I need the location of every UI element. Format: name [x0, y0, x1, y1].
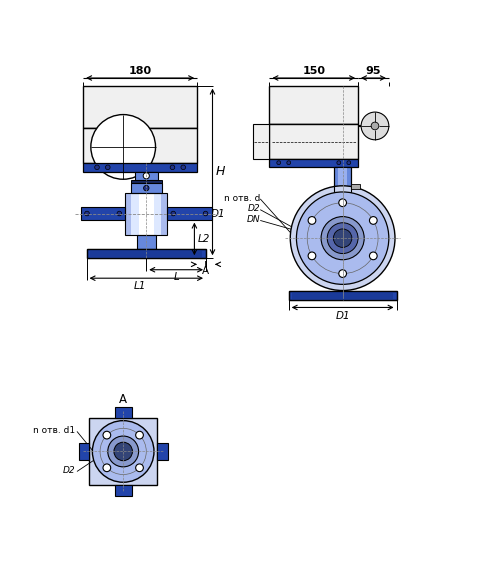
Circle shape: [308, 252, 316, 260]
Circle shape: [369, 252, 377, 260]
Bar: [157, 443, 168, 460]
Circle shape: [297, 192, 389, 284]
Circle shape: [136, 431, 143, 439]
Circle shape: [308, 217, 316, 224]
Bar: [86, 249, 206, 258]
Circle shape: [347, 161, 351, 164]
Text: D2: D2: [248, 205, 260, 213]
Text: n отв. d: n отв. d: [224, 194, 260, 203]
Circle shape: [95, 165, 99, 170]
Circle shape: [333, 229, 352, 248]
Circle shape: [369, 217, 377, 224]
Bar: [115, 485, 132, 496]
Circle shape: [114, 442, 132, 461]
Circle shape: [103, 431, 111, 439]
Bar: [135, 172, 158, 180]
Circle shape: [277, 161, 281, 164]
Circle shape: [290, 186, 395, 291]
Circle shape: [203, 211, 208, 216]
Bar: [167, 207, 212, 219]
Bar: [351, 185, 360, 189]
Bar: [270, 159, 358, 167]
Circle shape: [361, 112, 389, 140]
Bar: [125, 193, 168, 235]
Circle shape: [371, 122, 379, 129]
Text: 180: 180: [128, 66, 152, 76]
Bar: [89, 418, 157, 485]
Bar: [115, 407, 132, 418]
Bar: [131, 183, 162, 193]
Circle shape: [171, 211, 175, 216]
Text: 150: 150: [302, 66, 325, 76]
Text: L1: L1: [134, 281, 146, 291]
Text: DN: DN: [247, 215, 260, 224]
Bar: [334, 167, 351, 194]
Text: D1: D1: [211, 209, 225, 218]
Circle shape: [143, 186, 149, 191]
Circle shape: [108, 436, 139, 467]
Circle shape: [85, 211, 89, 216]
Circle shape: [91, 115, 156, 179]
Bar: [83, 86, 197, 128]
Text: 95: 95: [366, 66, 381, 76]
Circle shape: [143, 172, 149, 179]
Bar: [253, 124, 270, 159]
Text: A: A: [202, 265, 210, 276]
Circle shape: [105, 165, 110, 170]
Bar: [90, 250, 202, 257]
Bar: [83, 128, 197, 163]
Bar: [79, 443, 89, 460]
Circle shape: [103, 464, 111, 472]
Text: L2: L2: [198, 234, 210, 244]
Text: n отв. d1: n отв. d1: [33, 426, 75, 435]
Bar: [86, 249, 206, 258]
Circle shape: [92, 421, 154, 482]
Circle shape: [327, 223, 358, 254]
Bar: [125, 193, 168, 235]
Circle shape: [136, 464, 143, 472]
Circle shape: [181, 165, 185, 170]
Circle shape: [339, 270, 346, 277]
Bar: [338, 167, 347, 194]
Text: D1: D1: [335, 311, 350, 320]
Bar: [81, 207, 126, 219]
Bar: [83, 163, 197, 172]
Bar: [270, 124, 358, 159]
Bar: [139, 193, 154, 235]
Circle shape: [117, 211, 122, 216]
Text: D2: D2: [63, 466, 75, 475]
Circle shape: [339, 199, 346, 207]
Text: H: H: [215, 166, 225, 178]
Bar: [131, 180, 162, 183]
Bar: [292, 291, 394, 299]
Bar: [334, 167, 351, 194]
Circle shape: [337, 161, 341, 164]
Circle shape: [321, 217, 364, 260]
Bar: [270, 86, 358, 124]
Bar: [289, 291, 397, 300]
Circle shape: [170, 165, 175, 170]
Text: A: A: [119, 393, 127, 406]
Bar: [289, 291, 397, 300]
Bar: [137, 235, 156, 249]
Circle shape: [287, 161, 291, 164]
Bar: [131, 193, 161, 235]
Text: L: L: [173, 272, 179, 282]
